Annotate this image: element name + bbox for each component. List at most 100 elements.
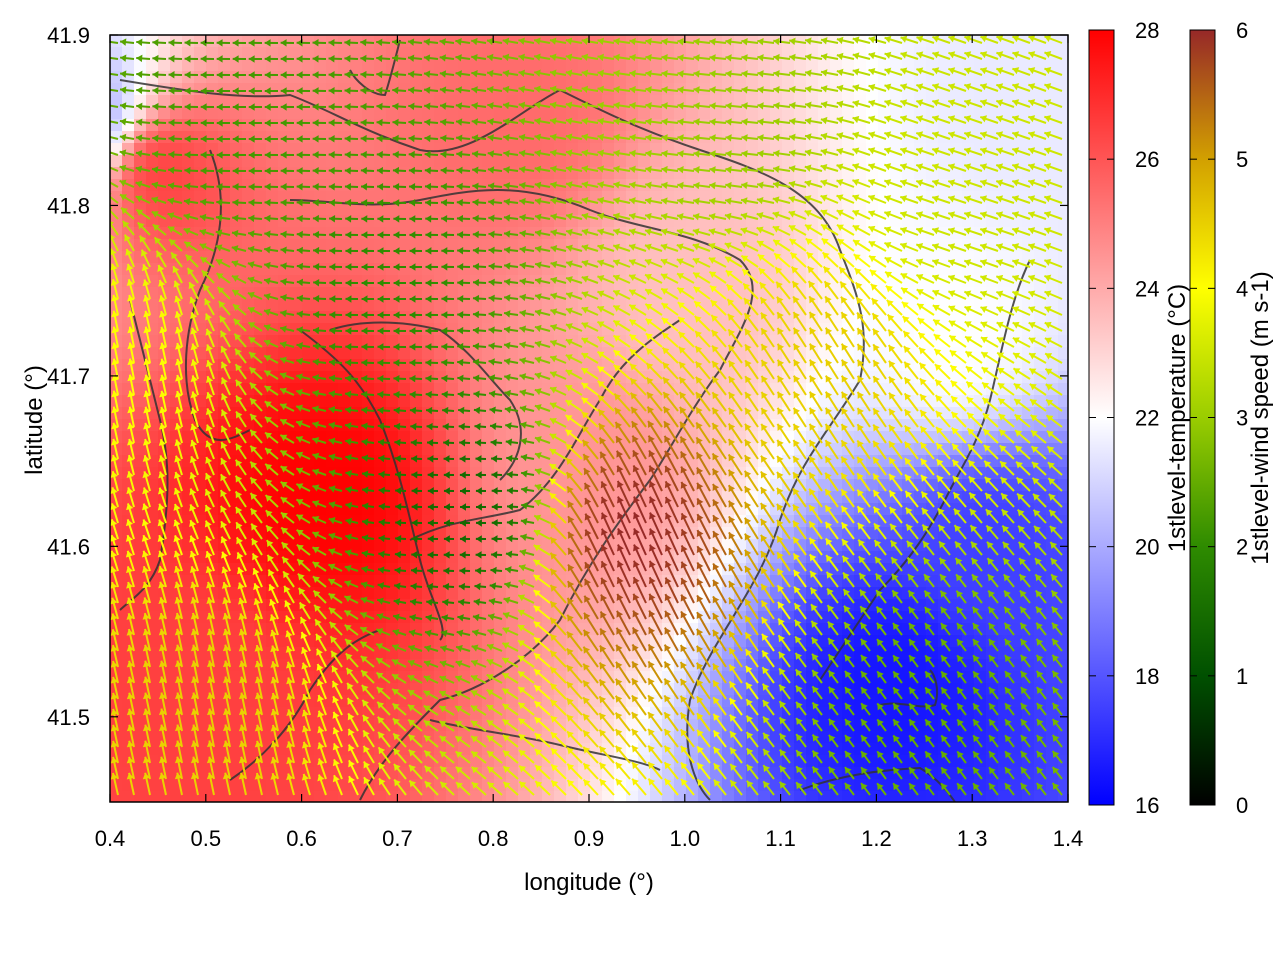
temperature-cell <box>254 215 267 228</box>
temperature-cell <box>614 155 627 168</box>
temperature-cell <box>374 491 387 504</box>
temperature-cell <box>410 227 423 240</box>
temperature-cell <box>482 107 495 120</box>
temperature-cell <box>446 83 459 96</box>
temperature-cell <box>482 443 495 456</box>
temperature-cell <box>530 155 543 168</box>
temperature-cell <box>746 119 759 132</box>
temperature-cell <box>362 275 375 288</box>
temperature-cell <box>230 95 243 108</box>
temperature-cell <box>746 107 759 120</box>
temperature-cell <box>398 239 411 252</box>
temperature-cell <box>1058 71 1068 84</box>
temperature-cell <box>698 95 711 108</box>
temperature-cell <box>158 71 171 84</box>
temperature-cell <box>446 47 459 60</box>
temperature-cell <box>698 47 711 60</box>
temperature-cell <box>530 503 543 516</box>
temperature-cell <box>662 107 675 120</box>
temperature-cell <box>554 155 567 168</box>
temperature-cell <box>362 299 375 312</box>
temperature-cell <box>146 35 159 48</box>
temperature-cell <box>398 227 411 240</box>
temperature-cell <box>398 47 411 60</box>
temperature-cell <box>818 59 831 72</box>
temperature-cell <box>494 299 507 312</box>
temperature-cell <box>446 371 459 384</box>
temperature-cell <box>758 59 771 72</box>
temperature-cell <box>1046 71 1059 84</box>
temperature-cell <box>422 263 435 276</box>
temperature-cell <box>962 731 975 744</box>
temperature-cell <box>434 347 447 360</box>
temperature-cell <box>1058 83 1068 96</box>
temperature-cell <box>494 203 507 216</box>
temperature-cell <box>794 59 807 72</box>
temperature-cell <box>434 395 447 408</box>
temperature-cell <box>458 311 471 324</box>
temperature-cell <box>350 131 363 144</box>
temperature-cell <box>398 83 411 96</box>
temperature-cell <box>638 35 651 48</box>
temperature-cell <box>830 59 843 72</box>
temperature-cell <box>458 155 471 168</box>
temperature-cell <box>218 71 231 84</box>
temperature-cell <box>446 311 459 324</box>
temperature-cell <box>866 335 879 348</box>
temperature-cell <box>962 683 975 696</box>
temperature-cell <box>866 683 879 696</box>
temperature-cell <box>530 455 543 468</box>
temperature-cell <box>410 359 423 372</box>
temperature-cell <box>110 95 123 108</box>
temperature-cell <box>938 107 951 120</box>
temperature-cell <box>890 59 903 72</box>
temperature-cell <box>746 83 759 96</box>
temperature-cell <box>494 395 507 408</box>
temperature-cell <box>482 551 495 564</box>
temperature-cell <box>602 59 615 72</box>
temperature-cell <box>782 35 795 48</box>
temperature-cell <box>350 407 363 420</box>
temperature-cell <box>326 59 339 72</box>
temperature-cell <box>914 683 927 696</box>
temperature-cell <box>434 563 447 576</box>
temperature-cell <box>638 107 651 120</box>
temperature-cell <box>422 203 435 216</box>
temperature-cell <box>254 35 267 48</box>
temperature-cell <box>734 59 747 72</box>
temperature-cell <box>734 107 747 120</box>
temperature-cell <box>182 59 195 72</box>
temperature-cell <box>398 167 411 180</box>
temperature-cell <box>482 59 495 72</box>
temperature-cell <box>794 95 807 108</box>
temperature-cell <box>626 95 639 108</box>
temperature-cell <box>218 107 231 120</box>
temperature-cell <box>446 347 459 360</box>
temperature-cell <box>422 251 435 264</box>
temperature-cell <box>278 251 291 264</box>
temperature-cell <box>626 731 639 744</box>
temperature-cell <box>674 155 687 168</box>
temperature-cell <box>350 587 363 600</box>
temperature-cell <box>794 47 807 60</box>
temperature-cell <box>758 107 771 120</box>
temperature-cell <box>206 131 219 144</box>
temperature-cell <box>242 107 255 120</box>
temperature-cell <box>398 215 411 228</box>
temperature-cell <box>482 491 495 504</box>
temperature-cell <box>338 95 351 108</box>
temperature-cell <box>1058 35 1068 48</box>
temperature-cell <box>446 239 459 252</box>
temperature-cell <box>254 95 267 108</box>
temperature-cell <box>914 635 927 648</box>
temperature-cell <box>206 35 219 48</box>
temperature-cell <box>986 107 999 120</box>
temperature-cell <box>422 635 435 648</box>
temperature-cell <box>698 59 711 72</box>
temperature-cell <box>314 251 327 264</box>
temperature-cell <box>446 395 459 408</box>
temperature-cell <box>410 251 423 264</box>
temperature-cell <box>302 119 315 132</box>
temperature-cell <box>446 155 459 168</box>
temperature-cell <box>194 47 207 60</box>
